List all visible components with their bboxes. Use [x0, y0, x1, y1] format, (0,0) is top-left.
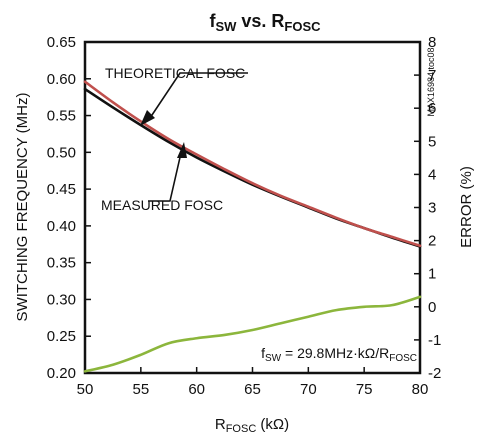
x-title-sub: FOSC — [226, 423, 257, 435]
x-axis-title: RFOSC (kΩ) — [215, 416, 289, 435]
y-right-tick-label: 3 — [428, 200, 436, 217]
y-left-axis-title: SWITCHING FREQUENCY (MHz) — [14, 93, 31, 322]
y-right-tick-label: 0 — [428, 299, 436, 316]
y-right-tick-label: 5 — [428, 133, 436, 150]
theoretical-leader-line — [149, 72, 248, 119]
y-left-tick-label: 0.45 — [47, 181, 76, 198]
annotation-measured: MEASURED FOSC — [101, 197, 223, 213]
y-right-tick-label: -2 — [428, 365, 441, 382]
x-tick-label: 60 — [188, 381, 205, 398]
x-title-r: R — [215, 416, 226, 433]
series-line-error — [83, 295, 422, 373]
title-mid: vs. — [236, 11, 271, 31]
series-line-theoretical-fosc — [83, 80, 422, 248]
y-left-tick-label: 0.35 — [47, 255, 76, 272]
y-left-tick-label: 0.30 — [47, 291, 76, 308]
x-tick-label: 50 — [77, 381, 94, 398]
x-title-unit: (kΩ) — [256, 416, 289, 433]
ticks-layer: 50 55 60 65 70 75 800.200.250.300.350.400.450.… — [47, 34, 442, 398]
x-tick-label: 65 — [244, 381, 261, 398]
series-line-measured-fosc — [83, 87, 422, 248]
y-right-tick-label: 1 — [428, 266, 436, 283]
measured-leader-line — [148, 152, 182, 202]
annotation-theoretical: THEORETICAL FOSC — [105, 65, 245, 81]
annotation-formula: fSW = 29.8MHz·kΩ/RFOSC — [261, 345, 417, 364]
chart-title: fSW vs. RFOSC — [209, 11, 321, 34]
y-left-tick-label: 0.25 — [47, 328, 76, 345]
theoretical-arrowhead — [140, 110, 155, 126]
y-right-tick-label: 8 — [428, 34, 436, 51]
formula-f-sub: SW — [265, 353, 282, 364]
y-left-tick-label: 0.50 — [47, 144, 76, 161]
x-tick-label: 55 — [132, 381, 149, 398]
title-r-sub: FOSC — [284, 19, 321, 34]
y-right-tick-label: -1 — [428, 332, 441, 349]
formula-f: f — [261, 345, 265, 361]
title-f-sub: SW — [215, 19, 237, 34]
measured-arrowhead — [177, 142, 187, 158]
title-f: f — [209, 11, 216, 31]
part-number: MAX16984 toc08 — [426, 47, 436, 116]
y-left-tick-label: 0.65 — [47, 34, 76, 51]
formula-mid: = 29.8MHz·kΩ/R — [281, 345, 389, 361]
formula-r-sub: FOSC — [389, 353, 417, 364]
y-right-tick-label: 4 — [428, 166, 436, 183]
y-right-axis-title: ERROR (%) — [458, 166, 475, 248]
series-layer — [83, 80, 422, 373]
x-tick-label: 75 — [356, 381, 373, 398]
x-tick-label: 80 — [412, 381, 429, 398]
y-left-tick-label: 0.40 — [47, 218, 76, 235]
y-right-tick-label: 6 — [428, 100, 436, 117]
y-right-tick-label: 2 — [428, 233, 436, 250]
x-tick-label: 70 — [300, 381, 317, 398]
y-left-tick-label: 0.55 — [47, 108, 76, 125]
y-left-tick-label: 0.20 — [47, 365, 76, 382]
title-r: R — [271, 11, 284, 31]
y-left-tick-label: 0.60 — [47, 71, 76, 88]
y-right-tick-label: 7 — [428, 67, 436, 84]
